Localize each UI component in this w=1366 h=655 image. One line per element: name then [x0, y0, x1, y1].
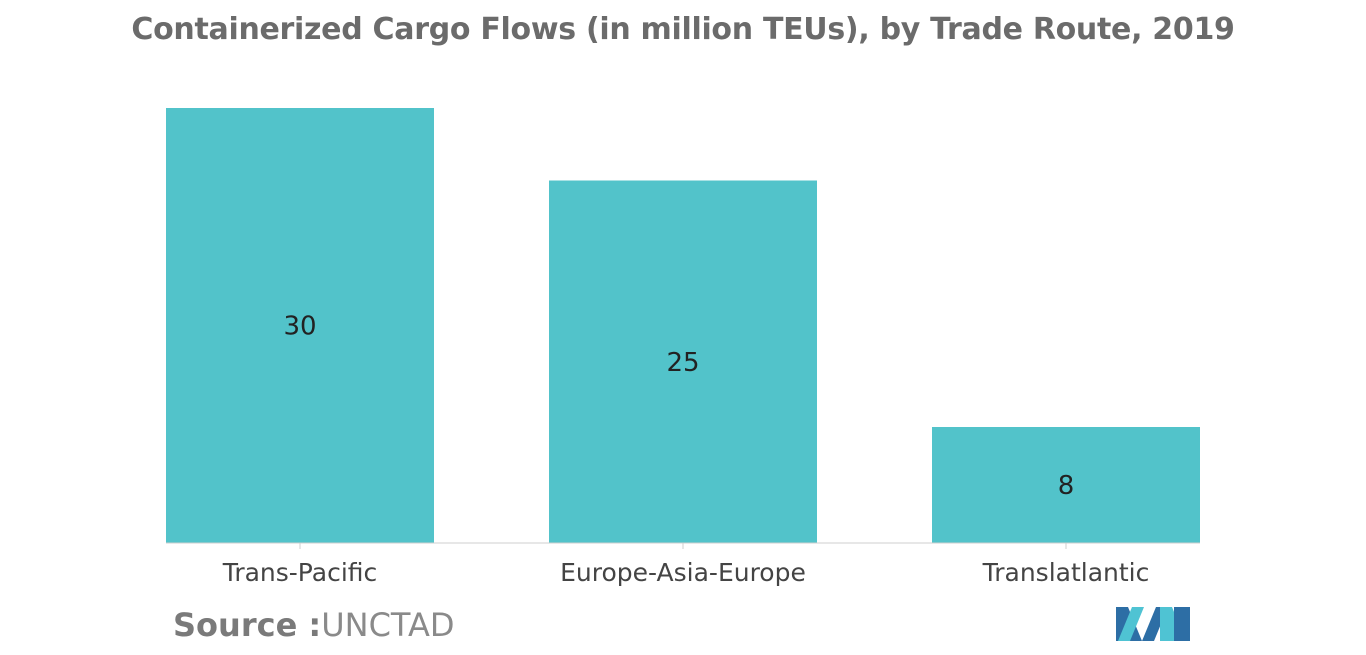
bars-layer — [166, 108, 1200, 549]
source-note: Source :UNCTAD — [173, 606, 455, 644]
source-label: Source : — [173, 606, 322, 644]
chart-title: Containerized Cargo Flows (in million TE… — [131, 12, 1235, 47]
data-label: 25 — [666, 348, 699, 378]
x-tick-label: Trans-Pacific — [222, 558, 378, 587]
labels-layer: 30 Trans-Pacific 25 Europe-Asia-Europe 8 Tran… — [222, 312, 1150, 588]
bar-translatlantic — [932, 427, 1200, 543]
x-tick-label: Europe-Asia-Europe — [560, 558, 806, 587]
source-value: UNCTAD — [321, 606, 455, 644]
data-label: 30 — [283, 312, 316, 342]
x-tick-label: Translatlantic — [982, 558, 1150, 587]
bar-chart: 30 Trans-Pacific 25 Europe-Asia-Europe 8 Tran… — [166, 108, 1200, 588]
data-label: 8 — [1058, 471, 1075, 501]
mordor-intelligence-logo-icon — [1116, 607, 1190, 641]
bar-europe-asia-europe — [549, 180, 817, 543]
bar-trans-pacific — [166, 108, 434, 543]
